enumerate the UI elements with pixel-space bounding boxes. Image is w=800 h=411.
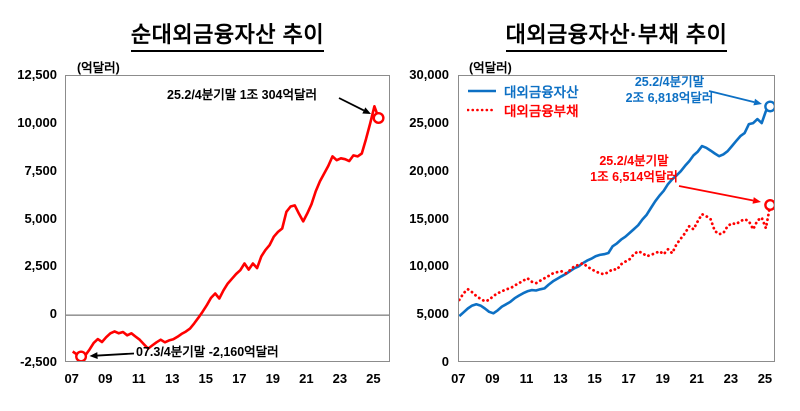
y-tick-label: 20,000 — [409, 162, 449, 178]
annotation-line: 2조 6,818억달러 — [625, 91, 714, 105]
x-tick-label: 15 — [587, 371, 602, 386]
legend-label: 대외금융자산 — [504, 85, 579, 100]
x-tick-label: 13 — [553, 371, 568, 386]
y-tick-label: 7,500 — [24, 162, 57, 178]
annotation-arrow-line — [97, 352, 135, 357]
x-tick-label: 21 — [689, 371, 705, 386]
chart-title-net: 순대외금융자산 추이 — [65, 17, 390, 52]
x-tick-label: 17 — [621, 371, 636, 386]
annotation-arrow-head — [752, 197, 761, 204]
legend-line-sample — [467, 108, 497, 112]
annotation: 07.3/4분기말 -2,160억달러 — [136, 344, 279, 360]
x-tick-label: 23 — [723, 371, 739, 386]
x-tick-label: 25 — [366, 371, 381, 386]
x-tick-label: 09 — [97, 371, 113, 386]
annotation-line: 1조 6,514억달러 — [590, 170, 678, 184]
x-tick-label: 23 — [332, 371, 348, 386]
unit-label-gross: (억달러) — [469, 61, 512, 75]
x-tick-label: 11 — [131, 371, 146, 386]
x-tick-label: 25 — [757, 371, 773, 386]
annotation-arrow-line — [678, 185, 754, 202]
chart-title-gross-text: 대외금융자산·부채 추이 — [505, 17, 728, 52]
annotation-line: 25.2/4분기말 — [599, 154, 669, 168]
legend-item-liabilities: 대외금융부채 — [467, 102, 579, 119]
x-tick-label: 07 — [451, 371, 466, 386]
y-tick-label: 25,000 — [409, 114, 449, 130]
x-tick-label: 07 — [64, 371, 79, 386]
annotation-line: 25.2/4분기말 — [634, 75, 705, 89]
chart-title-net-text: 순대외금융자산 추이 — [130, 17, 325, 52]
series-line-solid — [71, 104, 380, 358]
annotation: 25.2/4분기말 1조 6,514억달러 — [578, 153, 690, 185]
x-tick-label: 21 — [299, 371, 314, 386]
unit-label-net: (억달러) — [77, 61, 120, 75]
y-tick-label: 12,500 — [17, 67, 57, 82]
y-tick-label: 10,000 — [409, 258, 449, 274]
annotation-line: 25.2/4분기말 1조 304억달러 — [167, 88, 318, 102]
end-point-marker — [75, 350, 88, 361]
y-tick-label: 10,000 — [17, 114, 57, 130]
end-point-marker — [372, 112, 385, 125]
annotation-arrow-head — [753, 98, 762, 106]
y-tick-label: 30,000 — [409, 67, 449, 82]
annotation: 25.2/4분기말 1조 304억달러 — [167, 87, 317, 103]
x-tick-label: 11 — [519, 371, 534, 386]
plot-canvas-gross — [459, 90, 774, 318]
y-tick-label: 5,000 — [416, 306, 449, 322]
plot-canvas-net — [66, 97, 389, 361]
annotation-line: 07.3/4분기말 -2,160억달러 — [136, 345, 279, 359]
y-tick-label: 0 — [441, 354, 449, 369]
series-line-solid — [459, 105, 772, 318]
plot-area-gross — [458, 75, 775, 362]
y-tick-label: 5,000 — [24, 210, 57, 226]
legend-label: 대외금융부채 — [504, 104, 579, 119]
annotation: 25.2/4분기말 2조 6,818억달러 — [612, 74, 727, 106]
y-tick-label: -2,500 — [20, 354, 57, 369]
chart-title-gross: 대외금융자산·부채 추이 — [458, 17, 775, 52]
y-tick-label: 2,500 — [24, 258, 57, 274]
plot-area-net — [65, 75, 390, 362]
x-tick-label: 17 — [232, 371, 247, 386]
y-tick-label: 0 — [49, 306, 57, 322]
x-tick-label: 15 — [198, 371, 213, 386]
legend-item-assets: 대외금융자산 — [467, 83, 579, 100]
annotation-arrow-line — [338, 97, 365, 112]
annotation-arrow-head — [362, 107, 371, 114]
x-tick-label: 09 — [485, 371, 500, 386]
legend-line-sample — [468, 89, 496, 93]
x-tick-label: 19 — [265, 371, 281, 386]
y-tick-label: 15,000 — [409, 210, 449, 226]
end-point-marker — [764, 100, 774, 113]
annotation-arrow-head — [89, 352, 98, 359]
x-tick-label: 13 — [165, 371, 180, 386]
end-point-marker — [764, 199, 774, 212]
series-line-dotted — [459, 203, 772, 303]
x-tick-label: 19 — [655, 371, 670, 386]
annotation-arrow-line — [708, 90, 755, 103]
